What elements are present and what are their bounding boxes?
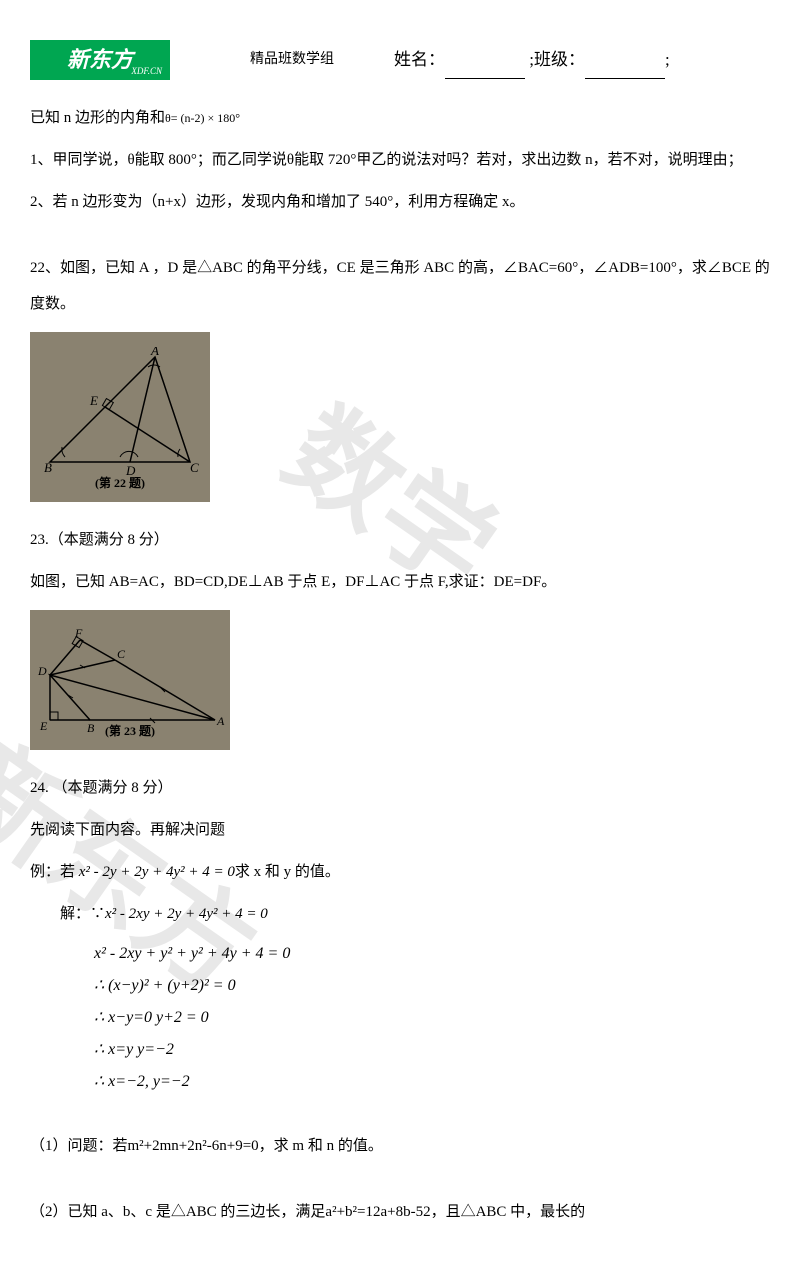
class-label: ;班级：	[529, 50, 585, 69]
q24-step2: ∴ (x−y)² + (y+2)² = 0	[94, 970, 777, 1002]
svg-text:F: F	[74, 626, 83, 640]
svg-text:E: E	[39, 719, 48, 733]
svg-text:A: A	[150, 347, 159, 358]
logo-sub: XDF.CN	[131, 62, 162, 82]
header-title: 精品班数学组	[250, 45, 334, 76]
logo: 新东方 XDF.CN	[30, 40, 170, 80]
q24-step4: ∴ x=y y=−2	[94, 1034, 777, 1066]
q22-triangle-svg: A B C D E	[40, 347, 200, 487]
class-blank	[585, 61, 665, 79]
page-header: 新东方 XDF.CN 精品班数学组 姓名： ;班级：;	[30, 40, 777, 80]
svg-text:C: C	[190, 460, 199, 475]
q24-part2: （2）已知 a、b、c 是△ABC 的三边长，满足a²+b²=12a+8b-52…	[30, 1194, 777, 1230]
q24-intro: 先阅读下面内容。再解决问题	[30, 812, 777, 848]
q21-line1: 1、甲同学说，θ能取 800°；而乙同学说θ能取 720°甲乙的说法对吗？若对，…	[30, 142, 777, 178]
q22-text: 22、如图，已知 A ，D 是△ABC 的角平分线，CE 是三角形 ABC 的高…	[30, 250, 777, 322]
q24-sol-label: 解：∵	[60, 906, 105, 922]
q24-example: 例：若 x² - 2y + 2y + 4y² + 4 = 0求 x 和 y 的值…	[30, 854, 777, 890]
q24-ex-label: 例：若	[30, 864, 79, 880]
header-fields: 姓名： ;班级：;	[394, 41, 670, 78]
q24-ex-tail: 求 x 和 y 的值。	[235, 864, 340, 880]
q23-title: 23.（本题满分 8 分）	[30, 522, 777, 558]
q24-step0: x² - 2xy + 2y + 4y² + 4 = 0	[105, 906, 268, 922]
page-content: 新东方 XDF.CN 精品班数学组 姓名： ;班级：; 已知 n 边形的内角和θ…	[30, 40, 777, 1230]
q21-intro: 已知 n 边形的内角和θ= (n-2) × 180°	[30, 100, 777, 136]
q24-step5: ∴ x=−2, y=−2	[94, 1066, 777, 1098]
trailing: ;	[665, 50, 670, 69]
svg-text:E: E	[89, 393, 98, 408]
q24-title: 24. （本题满分 8 分）	[30, 770, 777, 806]
q24-sol-start: 解：∵x² - 2xy + 2y + 4y² + 4 = 0	[60, 896, 777, 932]
svg-text:C: C	[117, 647, 126, 661]
q23-text: 如图，已知 AB=AC，BD=CD,DE⊥AB 于点 E，DF⊥AC 于点 F,…	[30, 564, 777, 600]
q21-intro-text: 已知 n 边形的内角和	[30, 110, 165, 126]
svg-text:B: B	[87, 721, 95, 735]
q21-formula: θ= (n-2) × 180°	[165, 111, 240, 125]
q24-part1: （1）问题：若m²+2mn+2n²-6n+9=0，求 m 和 n 的值。	[30, 1128, 777, 1164]
logo-main: 新东方	[67, 36, 133, 84]
name-blank	[445, 61, 525, 79]
q22-caption: (第 22 题)	[95, 470, 145, 496]
q24-step1: x² - 2xy + y² + y² + 4y + 4 = 0	[94, 938, 777, 970]
q23-caption: (第 23 题)	[105, 718, 155, 744]
q23-figure: A B C D E F (第 23 题)	[30, 610, 230, 750]
q24-step3: ∴ x−y=0 y+2 = 0	[94, 1002, 777, 1034]
svg-text:A: A	[216, 714, 225, 728]
q22-figure-inner: A B C D E	[40, 347, 200, 487]
q22-figure: A B C D E (第 22 题)	[30, 332, 210, 502]
name-label: 姓名：	[394, 50, 445, 69]
q21-line2: 2、若 n 边形变为（n+x）边形，发现内角和增加了 540°，利用方程确定 x…	[30, 184, 777, 220]
q24-ex-eq: x² - 2y + 2y + 4y² + 4 = 0	[79, 864, 235, 880]
svg-text:B: B	[44, 460, 52, 475]
svg-text:D: D	[37, 664, 47, 678]
